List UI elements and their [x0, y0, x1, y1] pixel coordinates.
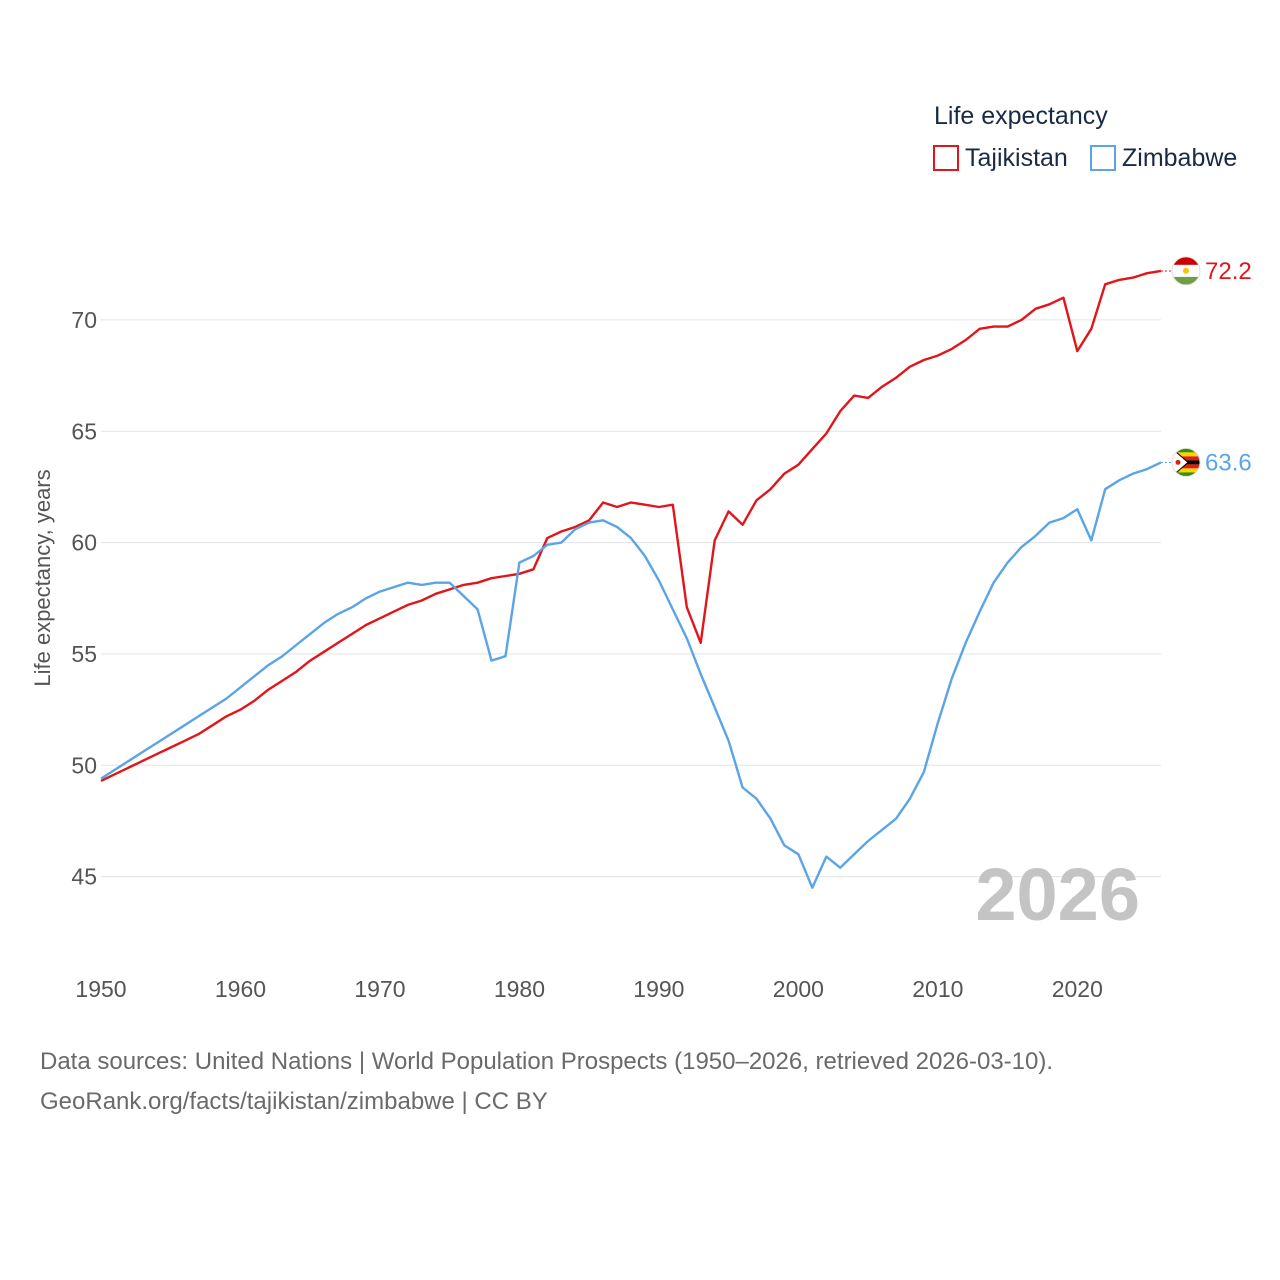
- series-lines: [100, 269, 1172, 889]
- x-tick-label: 1980: [494, 976, 545, 1002]
- zimbabwe-flag-icon: [1171, 447, 1201, 477]
- legend-title: Life expectancy: [934, 102, 1108, 130]
- zimbabwe-end-value: 63.6: [1205, 449, 1252, 476]
- x-tick-label: 2020: [1052, 976, 1103, 1002]
- line-chart: 45 50 55 60 65 70 1950 1960 1970 1980 1990 2000 201…: [30, 102, 1252, 1002]
- x-tick-label: 2000: [773, 976, 824, 1002]
- series-line-zimbabwe[interactable]: [100, 461, 1162, 889]
- series-line-tajikistan[interactable]: [100, 269, 1162, 782]
- x-tick-label: 1990: [633, 976, 684, 1002]
- y-tick-label: 65: [71, 418, 97, 444]
- y-tick-label: 70: [71, 307, 97, 333]
- legend: Life expectancy Tajikistan Zimbabwe: [933, 102, 1237, 172]
- y-tick-label: 45: [71, 864, 97, 890]
- license-link[interactable]: GeoRank.org/facts/tajikistan/zimbabwe | …: [40, 1088, 548, 1115]
- x-axis-ticks: 1950 1960 1970 1980 1990 2000 2010 2020: [75, 976, 1102, 1002]
- x-tick-label: 1960: [215, 976, 266, 1002]
- y-tick-label: 55: [71, 641, 97, 667]
- tajikistan-end-value: 72.2: [1205, 258, 1252, 285]
- y-axis-title: Life expectancy, years: [30, 469, 55, 686]
- legend-swatch-zimbabwe[interactable]: [1090, 145, 1116, 171]
- legend-label-tajikistan[interactable]: Tajikistan: [965, 144, 1068, 172]
- legend-label-zimbabwe[interactable]: Zimbabwe: [1122, 144, 1237, 172]
- x-tick-label: 2010: [912, 976, 963, 1002]
- x-tick-label: 1970: [354, 976, 405, 1002]
- y-tick-label: 50: [71, 752, 97, 778]
- y-axis-ticks: 45 50 55 60 65 70: [71, 307, 97, 890]
- y-gridlines: [101, 319, 1161, 878]
- data-source-text: Data sources: United Nations | World Pop…: [40, 1048, 1054, 1075]
- x-tick-label: 1950: [75, 976, 126, 1002]
- current-year-watermark: 2026: [975, 853, 1140, 936]
- y-tick-label: 60: [71, 530, 97, 556]
- tajikistan-flag-icon: [1171, 256, 1201, 286]
- source-footer: Data sources: United Nations | World Pop…: [40, 1042, 1053, 1122]
- legend-swatch-tajikistan[interactable]: [933, 145, 959, 171]
